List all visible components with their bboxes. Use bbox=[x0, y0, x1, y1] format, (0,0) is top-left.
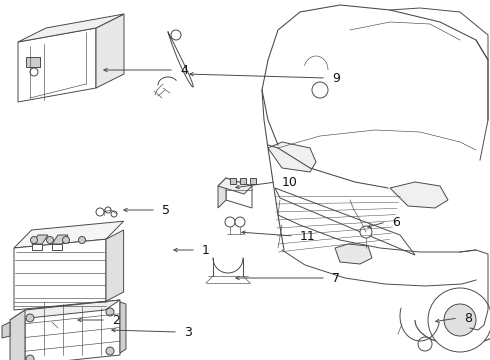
Circle shape bbox=[26, 355, 34, 360]
Polygon shape bbox=[390, 182, 448, 208]
Circle shape bbox=[63, 237, 70, 243]
Circle shape bbox=[65, 317, 75, 327]
Text: 9: 9 bbox=[332, 72, 340, 85]
Circle shape bbox=[418, 337, 432, 351]
Polygon shape bbox=[218, 178, 226, 208]
Polygon shape bbox=[218, 178, 252, 194]
Text: 5: 5 bbox=[162, 203, 170, 216]
Circle shape bbox=[111, 211, 117, 217]
Circle shape bbox=[96, 208, 104, 216]
Bar bbox=[52, 244, 62, 250]
Text: 11: 11 bbox=[300, 230, 316, 243]
Polygon shape bbox=[268, 142, 316, 172]
Bar bbox=[230, 178, 236, 184]
Polygon shape bbox=[32, 235, 48, 244]
Polygon shape bbox=[10, 300, 120, 320]
Polygon shape bbox=[10, 310, 25, 360]
Bar bbox=[32, 244, 42, 250]
Polygon shape bbox=[52, 235, 68, 244]
Circle shape bbox=[30, 68, 38, 76]
Bar bbox=[250, 178, 256, 184]
Circle shape bbox=[106, 308, 114, 316]
Circle shape bbox=[171, 30, 181, 40]
Polygon shape bbox=[18, 14, 124, 42]
Bar bbox=[26, 57, 40, 67]
Circle shape bbox=[312, 82, 328, 98]
Circle shape bbox=[106, 347, 114, 355]
Circle shape bbox=[78, 237, 85, 243]
Polygon shape bbox=[226, 178, 252, 208]
Text: 2: 2 bbox=[112, 314, 120, 327]
Bar bbox=[240, 178, 246, 184]
Text: 6: 6 bbox=[392, 216, 400, 229]
Circle shape bbox=[444, 304, 476, 336]
Polygon shape bbox=[18, 28, 96, 102]
Text: 7: 7 bbox=[332, 271, 340, 284]
Circle shape bbox=[235, 217, 245, 227]
Circle shape bbox=[225, 217, 235, 227]
Circle shape bbox=[30, 237, 38, 243]
Polygon shape bbox=[14, 239, 106, 310]
Polygon shape bbox=[96, 14, 124, 88]
Polygon shape bbox=[25, 300, 120, 360]
Polygon shape bbox=[2, 322, 10, 338]
Circle shape bbox=[26, 314, 34, 322]
Circle shape bbox=[47, 237, 53, 243]
Polygon shape bbox=[106, 230, 123, 301]
Polygon shape bbox=[120, 302, 126, 353]
Text: 8: 8 bbox=[464, 311, 472, 324]
Text: 10: 10 bbox=[282, 175, 298, 189]
Text: 3: 3 bbox=[184, 325, 192, 338]
Circle shape bbox=[360, 226, 372, 238]
Circle shape bbox=[428, 288, 490, 352]
Text: 1: 1 bbox=[202, 243, 210, 256]
Polygon shape bbox=[14, 221, 123, 248]
Polygon shape bbox=[275, 188, 415, 255]
Text: 4: 4 bbox=[180, 63, 188, 77]
Circle shape bbox=[105, 207, 111, 213]
Polygon shape bbox=[335, 244, 372, 264]
Polygon shape bbox=[52, 316, 85, 328]
